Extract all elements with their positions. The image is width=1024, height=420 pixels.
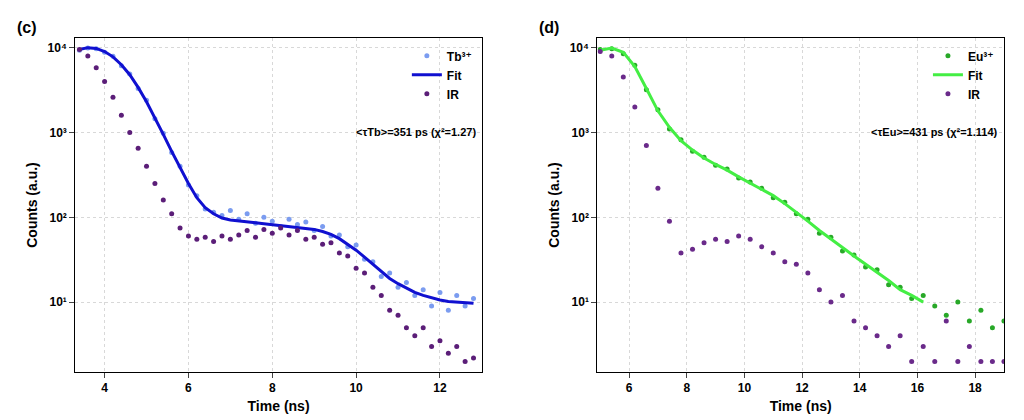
- svg-text:10²: 10²: [50, 211, 67, 225]
- svg-text:(c): (c): [17, 19, 37, 36]
- svg-text:<τEu>=431 ps (χ²=1.114): <τEu>=431 ps (χ²=1.114): [871, 126, 998, 138]
- svg-text:10⁴: 10⁴: [48, 41, 67, 55]
- svg-text:18: 18: [968, 381, 982, 395]
- svg-text:IR: IR: [447, 88, 459, 102]
- svg-text:IR: IR: [968, 88, 980, 102]
- svg-text:8: 8: [269, 381, 276, 395]
- svg-text:10: 10: [349, 381, 363, 395]
- svg-text:10²: 10²: [572, 211, 589, 225]
- svg-text:Time (ns): Time (ns): [770, 398, 832, 414]
- svg-text:6: 6: [626, 381, 633, 395]
- svg-text:Fit: Fit: [447, 69, 462, 83]
- svg-text:6: 6: [185, 381, 192, 395]
- svg-text:14: 14: [853, 381, 867, 395]
- svg-text:12: 12: [795, 381, 809, 395]
- svg-text:<τTb>=351 ps (χ²=1.27): <τTb>=351 ps (χ²=1.27): [356, 126, 476, 138]
- svg-text:Eu³⁺: Eu³⁺: [968, 50, 994, 64]
- svg-text:10¹: 10¹: [50, 295, 67, 309]
- svg-text:Tb³⁺: Tb³⁺: [447, 50, 472, 64]
- svg-text:16: 16: [911, 381, 925, 395]
- svg-text:10³: 10³: [572, 126, 589, 140]
- svg-text:10¹: 10¹: [572, 295, 589, 309]
- svg-text:4: 4: [101, 381, 108, 395]
- svg-text:10⁴: 10⁴: [570, 41, 589, 55]
- svg-text:12: 12: [433, 381, 447, 395]
- svg-text:Counts (a.u.): Counts (a.u.): [24, 162, 40, 248]
- svg-text:10³: 10³: [50, 126, 67, 140]
- svg-text:10: 10: [738, 381, 752, 395]
- svg-text:(d): (d): [539, 19, 559, 36]
- svg-text:8: 8: [683, 381, 690, 395]
- svg-text:Fit: Fit: [968, 69, 983, 83]
- svg-text:Time (ns): Time (ns): [248, 398, 310, 414]
- svg-text:Counts (a.u.): Counts (a.u.): [546, 162, 562, 248]
